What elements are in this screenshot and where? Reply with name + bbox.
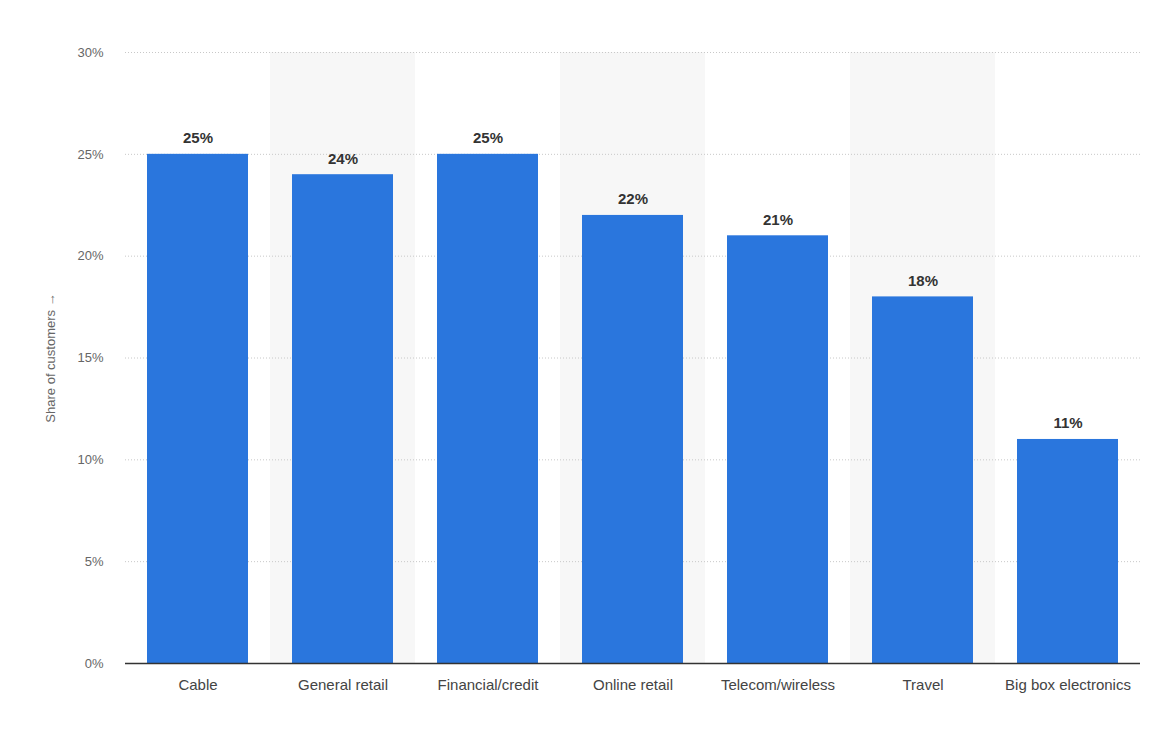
svg-text:25%: 25% xyxy=(77,146,103,161)
svg-text:25%: 25% xyxy=(473,129,503,146)
svg-text:25%: 25% xyxy=(183,129,213,146)
svg-text:20%: 20% xyxy=(77,248,103,263)
svg-text:10%: 10% xyxy=(77,452,103,467)
svg-text:24%: 24% xyxy=(328,150,358,167)
svg-text:22%: 22% xyxy=(618,190,648,207)
svg-text:30%: 30% xyxy=(77,45,103,60)
svg-text:Big box electronics: Big box electronics xyxy=(1005,676,1131,693)
svg-text:Online retail: Online retail xyxy=(593,676,673,693)
svg-text:Share of customers →: Share of customers → xyxy=(43,293,58,422)
svg-text:Telecom/wireless: Telecom/wireless xyxy=(721,676,835,693)
svg-text:General retail: General retail xyxy=(298,676,388,693)
svg-text:0%: 0% xyxy=(85,656,104,671)
svg-text:5%: 5% xyxy=(85,554,104,569)
svg-text:11%: 11% xyxy=(1053,414,1082,431)
svg-text:15%: 15% xyxy=(77,350,103,365)
svg-text:18%: 18% xyxy=(908,272,938,289)
svg-text:Travel: Travel xyxy=(902,676,943,693)
svg-text:Financial/credit: Financial/credit xyxy=(438,676,540,693)
svg-text:Cable: Cable xyxy=(178,676,217,693)
svg-text:21%: 21% xyxy=(763,211,793,228)
